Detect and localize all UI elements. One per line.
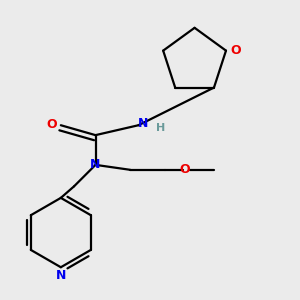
Text: N: N — [56, 269, 66, 282]
Text: N: N — [138, 117, 148, 130]
Text: O: O — [46, 118, 57, 131]
Text: O: O — [231, 44, 241, 57]
Text: H: H — [156, 123, 166, 133]
Text: O: O — [179, 163, 190, 176]
Text: N: N — [90, 158, 100, 171]
